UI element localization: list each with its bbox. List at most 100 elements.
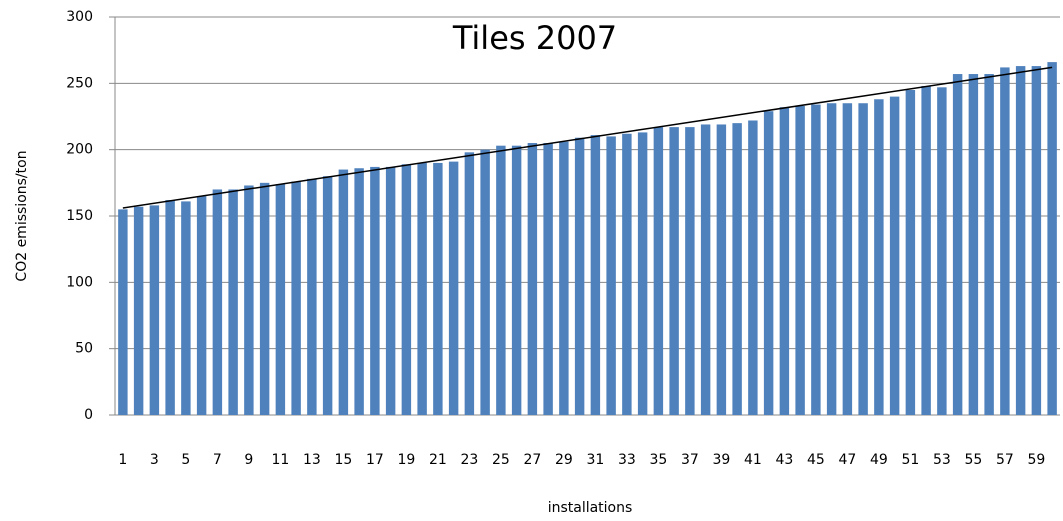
y-tick-label: 50 xyxy=(75,341,93,357)
bar xyxy=(291,181,301,415)
bar xyxy=(433,162,443,415)
y-axis-label: CO2 emissions/ton xyxy=(14,150,30,281)
bar xyxy=(874,99,884,416)
bar xyxy=(149,205,160,415)
x-tick-label: 15 xyxy=(334,452,352,468)
x-tick-label: 39 xyxy=(712,452,730,468)
bar xyxy=(952,74,963,416)
bar xyxy=(464,152,475,415)
y-tick-label: 150 xyxy=(66,208,93,224)
bar xyxy=(921,85,931,415)
bar xyxy=(905,89,916,415)
bar xyxy=(401,164,412,415)
x-tick-label: 37 xyxy=(681,452,699,468)
bar xyxy=(165,200,175,415)
bar xyxy=(858,103,868,415)
x-tick-label: 3 xyxy=(150,452,159,468)
x-tick-label: 47 xyxy=(838,452,856,468)
bar xyxy=(984,74,994,416)
bar xyxy=(307,178,317,415)
x-tick-label: 55 xyxy=(964,452,982,468)
bar xyxy=(763,111,774,416)
x-tick-label: 35 xyxy=(649,452,667,468)
bar xyxy=(653,127,664,415)
x-tick-label: 23 xyxy=(460,452,478,468)
x-tick-label: 41 xyxy=(744,452,762,468)
bar xyxy=(937,87,947,416)
bar xyxy=(700,124,711,416)
bar xyxy=(889,96,900,415)
x-tick-label: 53 xyxy=(933,452,951,468)
x-tick-label: 29 xyxy=(555,452,573,468)
bar xyxy=(133,206,144,415)
bar xyxy=(606,136,616,415)
bar xyxy=(212,189,223,415)
x-tick-label: 19 xyxy=(397,452,415,468)
bar xyxy=(826,103,837,415)
bar xyxy=(574,137,585,415)
y-tick-label: 200 xyxy=(66,142,93,158)
bar xyxy=(448,161,459,415)
bar xyxy=(496,145,506,416)
bar xyxy=(811,104,821,415)
x-tick-label: 13 xyxy=(303,452,321,468)
bar xyxy=(322,176,333,415)
bar xyxy=(1015,66,1026,415)
bar xyxy=(669,127,679,415)
bar xyxy=(1047,62,1057,416)
x-tick-label: 31 xyxy=(586,452,604,468)
bar xyxy=(716,124,727,416)
y-tick-label: 100 xyxy=(66,274,93,290)
x-tick-label: 43 xyxy=(775,452,793,468)
bar xyxy=(1000,67,1010,415)
bar xyxy=(685,127,695,415)
bar xyxy=(1031,66,1042,415)
bar xyxy=(842,103,853,415)
bar xyxy=(968,74,979,416)
bar xyxy=(732,123,742,415)
bar xyxy=(196,196,207,415)
bar xyxy=(259,182,270,415)
x-tick-label: 59 xyxy=(1027,452,1045,468)
bar xyxy=(480,149,490,415)
bar xyxy=(354,168,364,415)
x-tick-label: 7 xyxy=(213,452,222,468)
y-tick-label: 0 xyxy=(84,407,93,423)
bar xyxy=(511,145,522,416)
trend-line xyxy=(122,66,1053,209)
x-tick-label: 57 xyxy=(996,452,1014,468)
x-tick-label: 51 xyxy=(901,452,919,468)
chart-title: Tiles 2007 xyxy=(452,19,617,57)
bar xyxy=(275,184,286,415)
bar xyxy=(370,166,380,415)
x-tick-label: 21 xyxy=(429,452,447,468)
bar xyxy=(417,162,427,415)
bar xyxy=(338,169,349,415)
bar xyxy=(590,135,601,415)
x-tick-label: 45 xyxy=(807,452,825,468)
y-tick-label: 300 xyxy=(66,9,93,25)
bar xyxy=(543,143,553,416)
y-tick-label: 250 xyxy=(66,75,93,91)
x-tick-label: 49 xyxy=(870,452,888,468)
bar xyxy=(622,133,632,415)
bar xyxy=(748,120,758,415)
x-tick-label: 5 xyxy=(181,452,190,468)
bar xyxy=(559,141,569,415)
bar xyxy=(228,189,238,415)
bar xyxy=(779,107,790,416)
bar xyxy=(118,209,128,415)
x-tick-label: 27 xyxy=(523,452,541,468)
bar xyxy=(527,143,538,416)
x-axis-label: installations xyxy=(548,500,633,516)
bar xyxy=(181,201,191,415)
bar xyxy=(385,166,396,415)
x-tick-label: 1 xyxy=(118,452,127,468)
bar xyxy=(637,132,648,416)
x-tick-label: 17 xyxy=(366,452,384,468)
bar xyxy=(795,105,805,416)
x-tick-label: 9 xyxy=(244,452,253,468)
bar xyxy=(244,185,254,415)
x-tick-label: 33 xyxy=(618,452,636,468)
